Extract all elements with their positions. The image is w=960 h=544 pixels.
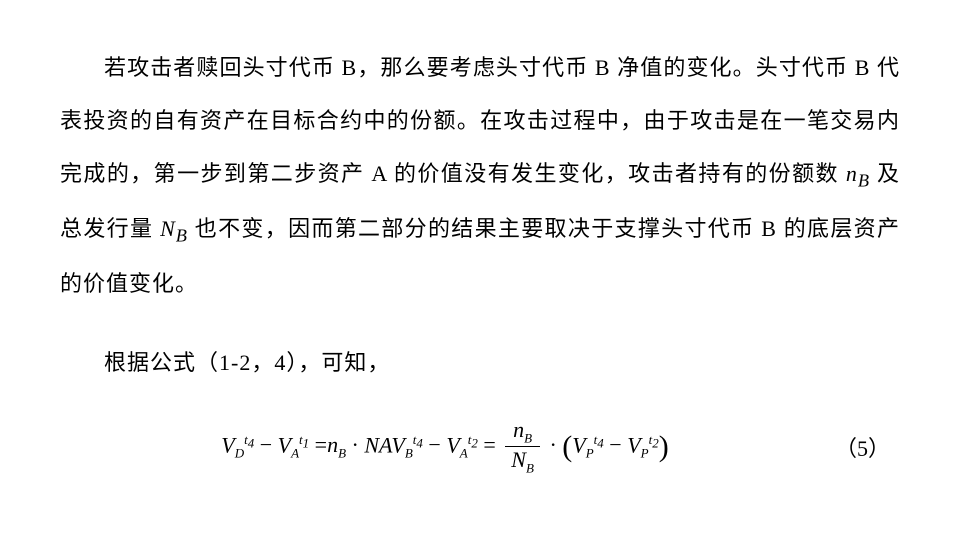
paragraph-lead: 根据公式（1-2，4），可知， — [60, 339, 900, 387]
paragraph-body: 若攻击者赎回头寸代币 B，那么要考虑头寸代币 B 净值的变化。头寸代币 B 代表… — [60, 42, 900, 311]
equation-number: （5） — [830, 431, 890, 463]
equation-row: VDt4 − VAt1 =nB · NAVBt4 − VAt2 = nB NB … — [60, 418, 900, 476]
equation-body: VDt4 − VAt1 =nB · NAVBt4 − VAt2 = nB NB … — [60, 418, 830, 476]
